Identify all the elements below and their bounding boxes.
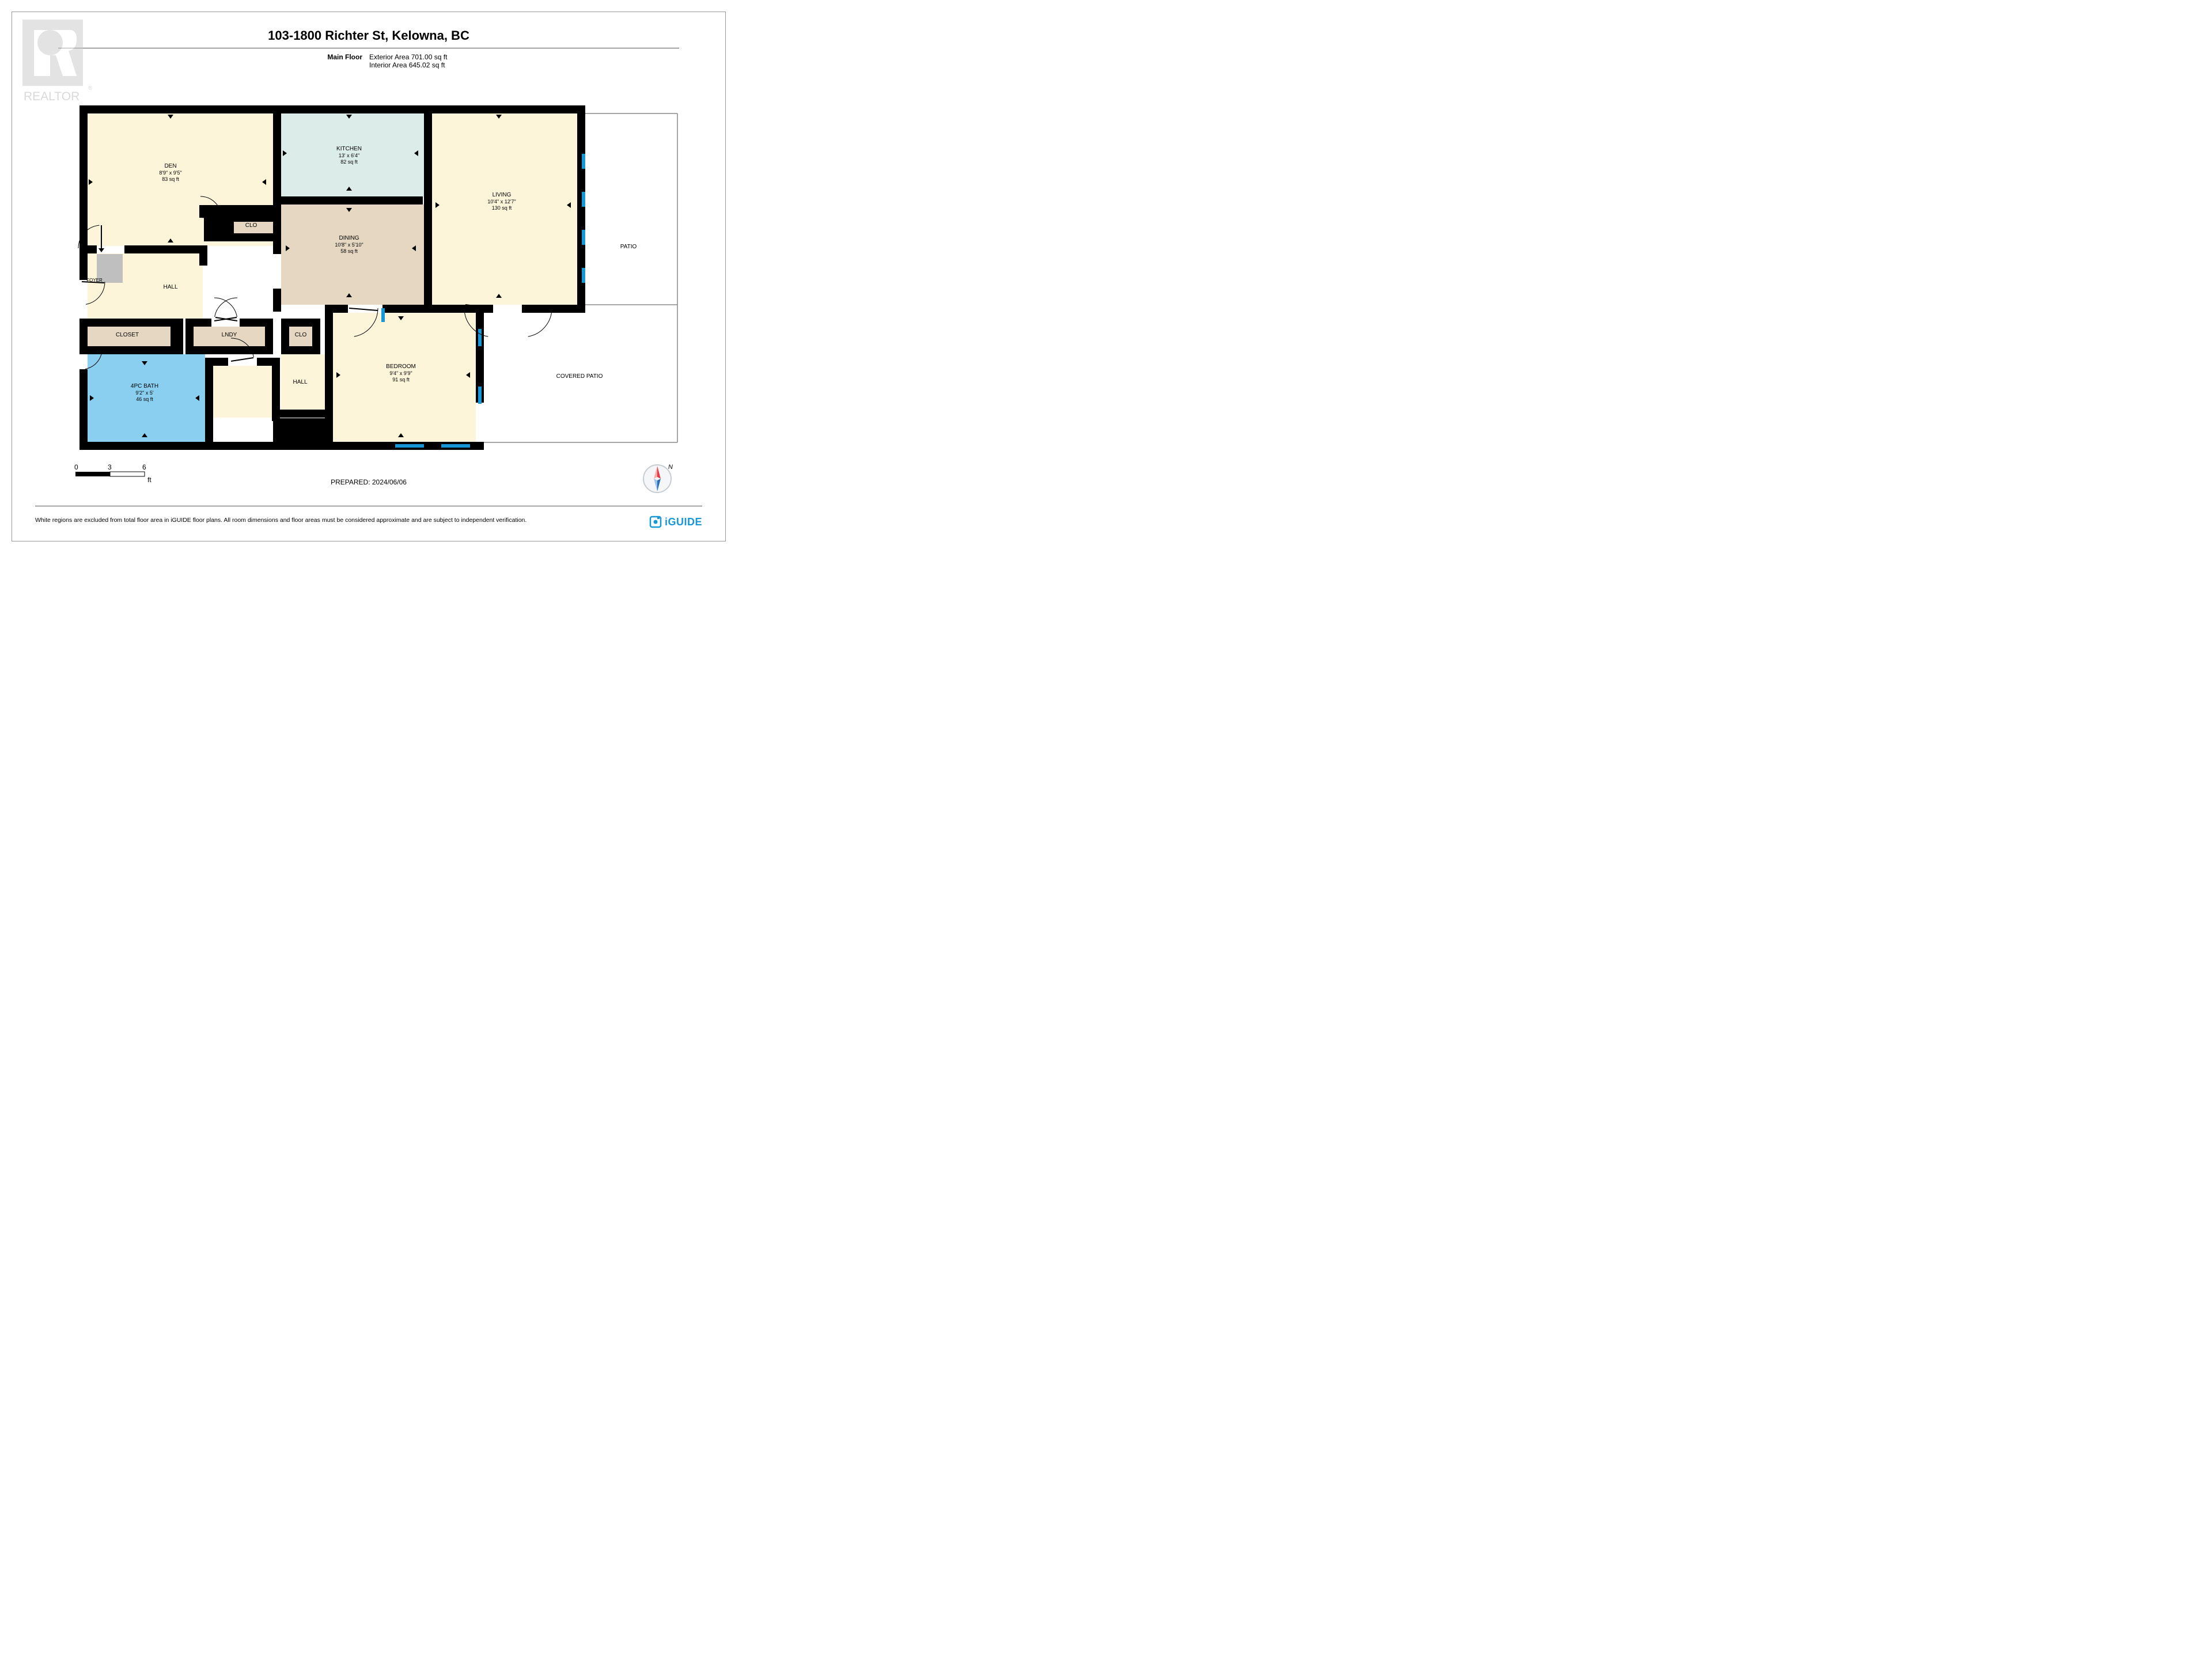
interior-area: Interior Area 645.02 sq ft [369,61,484,69]
floor-label: Main Floor [253,53,362,61]
svg-text:CLO: CLO [245,222,257,229]
svg-text:HALL: HALL [293,379,307,385]
page-title: 103-1800 Richter St, Kelowna, BC [12,28,725,43]
svg-text:LNDY: LNDY [222,332,237,338]
svg-text:10'4" x 12'7": 10'4" x 12'7" [487,199,516,204]
svg-text:CLO: CLO [296,425,308,431]
svg-text:82 sq ft: 82 sq ft [340,159,358,165]
area-summary: Main Floor Exterior Area 701.00 sq ft In… [12,53,725,69]
svg-text:BEDROOM: BEDROOM [386,363,416,370]
svg-text:LIVING: LIVING [493,192,512,198]
svg-text:9'2" x 5': 9'2" x 5' [135,390,153,396]
svg-text:10'8" x 5'10": 10'8" x 5'10" [335,242,363,248]
svg-text:58 sq ft: 58 sq ft [340,248,358,254]
svg-text:DEN: DEN [164,163,176,169]
prepared-date: PREPARED: 2024/06/06 [12,478,725,486]
svg-text:8'9" x 9'5": 8'9" x 9'5" [159,170,181,176]
realtor-watermark: REALTOR ® [18,15,104,110]
svg-text:0: 0 [74,463,78,471]
svg-text:3: 3 [108,463,112,471]
svg-text:83 sq ft: 83 sq ft [162,176,179,182]
svg-text:130 sq ft: 130 sq ft [492,205,512,211]
svg-text:46 sq ft: 46 sq ft [136,396,153,402]
svg-text:6: 6 [142,463,146,471]
floor-plan: DEN8'9" x 9'5"83 sq ft KITCHEN13' x 6'4"8… [73,99,683,456]
svg-text:4PC BATH: 4PC BATH [131,383,158,389]
svg-text:KITCHEN: KITCHEN [336,146,362,152]
svg-text:9'4" x 9'9": 9'4" x 9'9" [389,370,412,376]
disclaimer-text: White regions are excluded from total fl… [35,517,527,524]
svg-text:91 sq ft: 91 sq ft [392,377,410,382]
svg-text:N: N [668,464,673,471]
svg-text:CLO: CLO [295,332,307,338]
svg-text:DINING: DINING [339,235,359,241]
compass: N [642,463,673,498]
svg-text:HALL: HALL [163,284,177,290]
svg-text:FOYER: FOYER [86,278,103,283]
svg-text:CLOSET: CLOSET [116,332,139,338]
svg-text:COVERED PATIO: COVERED PATIO [556,373,603,380]
svg-text:®: ® [88,85,93,92]
iguide-brand: iGUIDE [649,516,702,528]
svg-text:PATIO: PATIO [620,244,637,250]
exterior-area: Exterior Area 701.00 sq ft [369,53,484,61]
svg-text:13' x 6'4": 13' x 6'4" [339,153,359,158]
svg-text:REALTOR: REALTOR [24,90,79,103]
